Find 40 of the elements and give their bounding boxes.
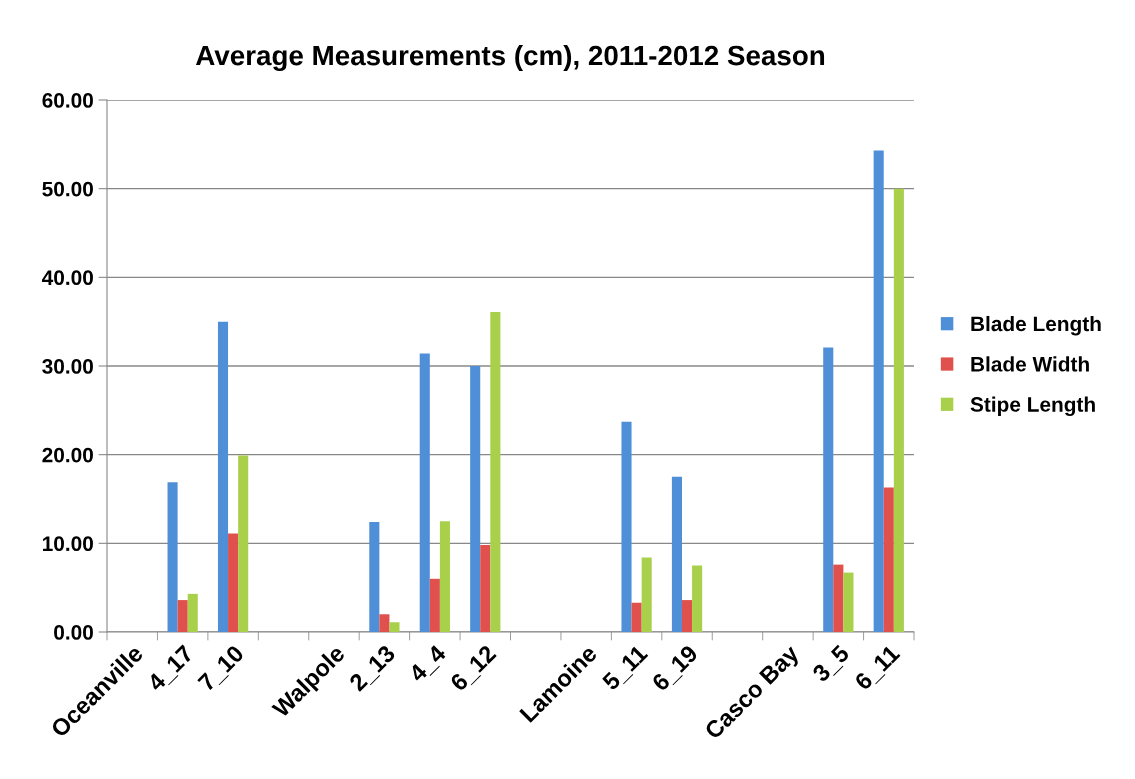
bar [167, 482, 178, 632]
bar [641, 557, 652, 632]
y-tick-label: 30.00 [42, 359, 93, 374]
bar [883, 487, 894, 632]
x-tick-label: 3_5 [811, 644, 853, 685]
y-tick-label: 0.00 [54, 625, 93, 640]
y-tick-label: 40.00 [41, 270, 93, 286]
chart-title: Average Measurements (cm), 2011-2012 Season [195, 44, 825, 72]
y-tick-label: 60.00 [42, 93, 93, 108]
bar [681, 600, 693, 632]
y-tick-label: 50.00 [42, 181, 93, 197]
bar [843, 572, 854, 632]
y-tick-label: 10.00 [42, 536, 93, 552]
bar [389, 622, 400, 632]
bar [177, 600, 188, 632]
bar [187, 593, 198, 632]
legend-label: Blade Width [971, 356, 1089, 372]
bar [369, 522, 380, 632]
bar [480, 545, 491, 632]
bar [621, 421, 632, 632]
bar [228, 533, 239, 632]
legend-label: Stipe Length [970, 396, 1095, 417]
bar [439, 521, 450, 632]
legend-label: Blade Length [971, 315, 1101, 336]
bar [379, 614, 390, 632]
bar [419, 353, 430, 632]
bar [833, 564, 844, 632]
bar [671, 476, 682, 632]
x-tick-label: 4_4 [407, 643, 449, 685]
y-tick-label: 20.00 [42, 447, 93, 463]
bar [631, 602, 642, 632]
bar [217, 321, 229, 632]
bar [873, 150, 884, 632]
bar [470, 366, 481, 632]
bar [823, 347, 834, 632]
bar [893, 188, 904, 632]
bar [490, 311, 501, 632]
bar [692, 565, 703, 632]
bar [238, 455, 249, 632]
bar [429, 578, 440, 632]
